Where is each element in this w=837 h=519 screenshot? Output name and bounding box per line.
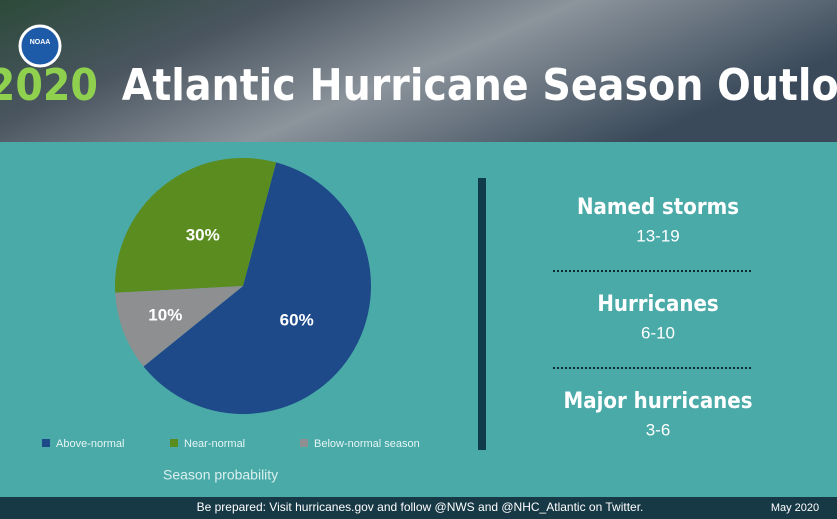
footer-text: Be prepared: Visit hurricanes.gov and fo… xyxy=(197,500,644,514)
stat-label: Hurricanes xyxy=(597,292,718,317)
title-text: Atlantic Hurricane Season Outlook xyxy=(122,60,837,111)
legend-label: Below-normal season xyxy=(314,438,420,450)
footer-bar xyxy=(0,497,837,519)
title-year: 2020 xyxy=(0,60,98,111)
stat-label: Major hurricanes xyxy=(564,389,753,414)
legend-swatch xyxy=(170,439,178,447)
stat-label: Named storms xyxy=(577,195,739,220)
legend-label: Above-normal xyxy=(56,438,124,450)
divider xyxy=(478,178,486,450)
slice-label: 10% xyxy=(148,305,182,324)
title: 2020 Atlantic Hurricane Season Outlook xyxy=(0,60,837,111)
legend-swatch xyxy=(42,439,50,447)
chart-caption: Season probability xyxy=(163,467,278,483)
stat-value: 6-10 xyxy=(641,323,675,342)
stat-value: 3-6 xyxy=(646,420,671,439)
pie-slice xyxy=(143,162,371,414)
legend-swatch xyxy=(300,439,308,447)
pie-slice xyxy=(115,286,243,367)
slice-label: 60% xyxy=(280,310,314,329)
pie-slice xyxy=(115,158,277,293)
slice-label: 30% xyxy=(186,226,220,245)
logo-text: NOAA xyxy=(30,39,51,46)
stat-value: 13-19 xyxy=(636,226,679,245)
banner xyxy=(0,0,837,142)
legend-label: Near-normal xyxy=(184,438,245,450)
footer-date: May 2020 xyxy=(771,502,819,514)
logo xyxy=(18,24,62,68)
